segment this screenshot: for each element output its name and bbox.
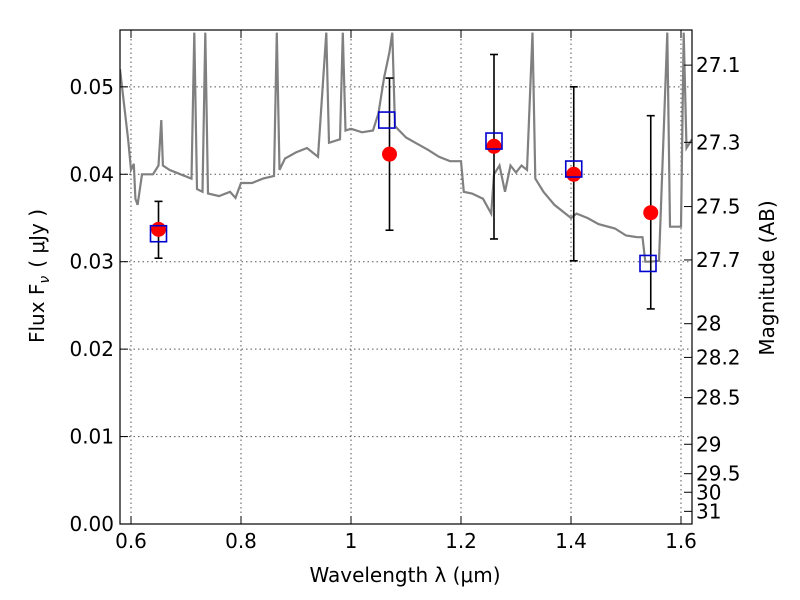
right-tick-label: 30 (696, 480, 721, 504)
x-axis-label: Wavelength λ (μm) (309, 563, 500, 587)
error-bars (154, 53, 655, 310)
y-tick-label: 0.01 (69, 425, 114, 449)
right-tick-label: 27.3 (696, 130, 741, 154)
model-point (377, 111, 396, 129)
right-tick-label: 27.5 (696, 195, 741, 219)
model-point (564, 160, 583, 178)
observed-point (643, 205, 659, 221)
right-tick-label: 29.5 (696, 462, 741, 486)
model-point (149, 224, 168, 243)
model-point (639, 254, 657, 273)
x-tick-label: 1.6 (665, 529, 697, 553)
observed-point (566, 166, 582, 182)
y-axis-ticks: 0.00 0.01 0.02 0.03 0.04 0.05 (69, 75, 128, 536)
observed-point (486, 138, 502, 154)
y-tick-label: 0.00 (69, 512, 114, 536)
y-tick-label: 0.04 (69, 162, 114, 186)
template-spectrum-line (120, 32, 692, 263)
x-tick-label: 0.6 (115, 529, 147, 553)
model-points (149, 111, 657, 273)
observed-point (151, 221, 166, 237)
y-tick-label: 0.03 (69, 250, 114, 274)
observed-point (382, 146, 397, 162)
right-axis-label: Magnitude (AB) (755, 200, 779, 355)
x-tick-label: 1.4 (555, 529, 587, 553)
x-tick-label: 0.8 (225, 529, 257, 553)
y-axis-label-unit: ( μJy ) (25, 209, 49, 268)
right-tick-label: 28.5 (696, 386, 741, 410)
x-tick-label: 1.2 (445, 529, 477, 553)
model-point (485, 132, 503, 150)
y-axis-label: Flux Fν ( μJy ) (25, 209, 53, 343)
x-tick-label: 1 (345, 529, 358, 553)
right-tick-label: 31 (696, 499, 721, 523)
plot-frame (119, 29, 693, 525)
right-tick-label: 28.2 (696, 345, 741, 369)
right-tick-label: 28 (696, 312, 721, 336)
right-tick-label: 27.1 (696, 53, 741, 77)
x-axis-ticks: 0.6 0.8 1 1.2 1.4 1.6 (115, 30, 697, 553)
observed-points (151, 138, 659, 237)
y-axis-label-subscript: ν (37, 276, 53, 284)
y-tick-label: 0.02 (69, 337, 114, 361)
right-tick-label: 29 (696, 432, 721, 456)
y-tick-label: 0.05 (69, 75, 114, 99)
y-axis-label-main: Flux F (25, 284, 49, 343)
right-tick-label: 27.7 (696, 248, 741, 272)
template-spectrum (120, 32, 692, 263)
